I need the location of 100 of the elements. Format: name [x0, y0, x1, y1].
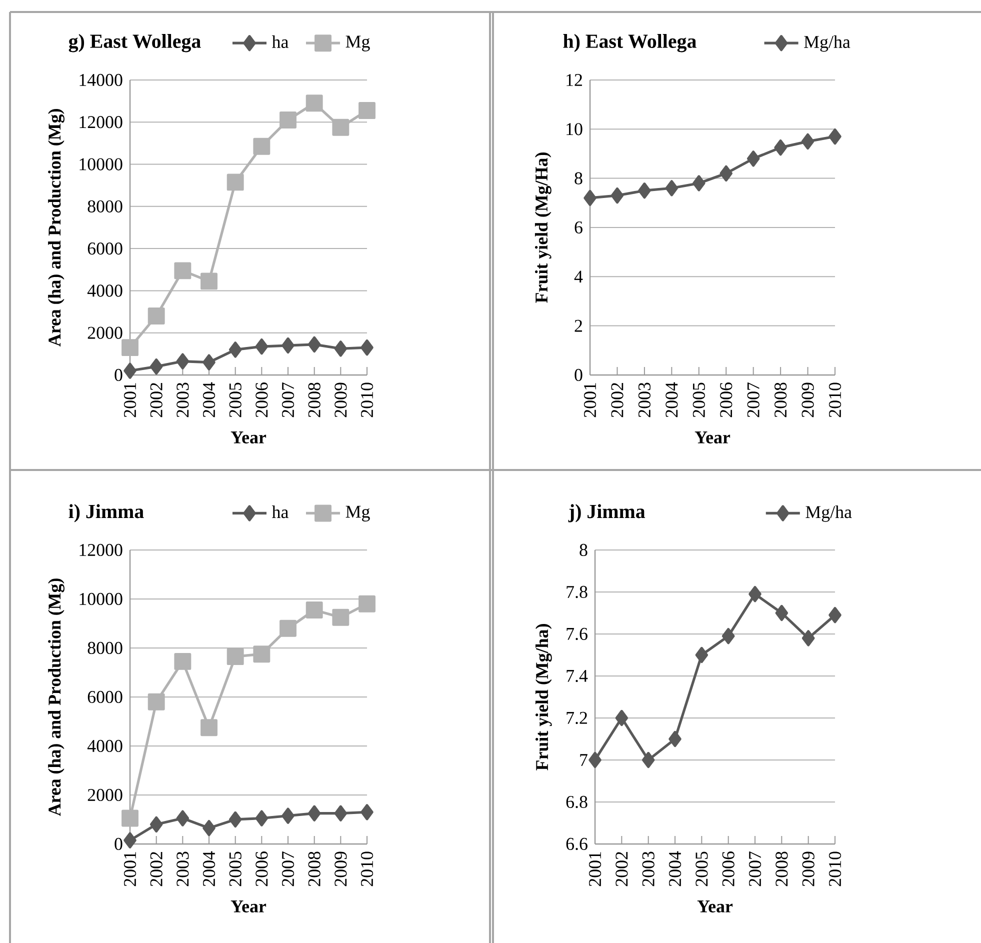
point — [282, 337, 294, 354]
legend-label: Mg — [346, 36, 370, 52]
chart-title: g) East Wollega — [68, 34, 201, 52]
point — [692, 175, 706, 192]
point — [695, 646, 708, 664]
y-tick-label: 0 — [574, 368, 582, 382]
y-tick-label: 4 — [574, 270, 583, 283]
x-tick-label: 2007 — [282, 852, 294, 886]
x-tick-label: 2003 — [642, 852, 654, 886]
point — [801, 133, 814, 150]
y-axis-title: Area (ha) and Production (Mg) — [48, 578, 64, 816]
y-tick-label: 4000 — [87, 284, 122, 297]
point — [358, 102, 376, 120]
y-tick-label: 6.6 — [566, 838, 588, 850]
point — [280, 620, 296, 637]
point — [306, 94, 323, 112]
y-tick-label: 12000 — [80, 544, 122, 556]
point — [122, 339, 138, 356]
point — [775, 604, 788, 622]
point — [720, 165, 732, 182]
point — [642, 752, 655, 768]
point — [334, 340, 348, 357]
x-tick-label: 2003 — [638, 382, 651, 418]
y-tick-label: 4000 — [87, 740, 122, 752]
point — [668, 730, 682, 748]
point — [828, 607, 842, 624]
y-tick-label: 6 — [574, 221, 582, 234]
y-tick-label: 10000 — [80, 592, 122, 606]
point — [202, 820, 216, 836]
y-tick-label: 8 — [580, 544, 588, 556]
x-tick-label: 2009 — [334, 382, 347, 418]
y-tick-label: 8 — [574, 172, 582, 184]
point — [828, 128, 842, 145]
x-tick-label: 2009 — [802, 852, 814, 886]
x-axis-title: Year — [230, 900, 266, 912]
x-tick-label: 2001 — [588, 852, 602, 886]
x-tick-label: 2010 — [360, 382, 374, 418]
x-tick-label: 2009 — [334, 852, 347, 886]
y-tick-label: 2000 — [88, 788, 122, 802]
point — [358, 595, 376, 612]
x-tick-label: 2010 — [360, 852, 374, 886]
x-tick-label: 2001 — [584, 383, 596, 418]
point — [124, 832, 136, 848]
y-axis-title: Fruit yield (Mg/ha) — [535, 624, 552, 770]
y-tick-label: 6.8 — [566, 796, 588, 808]
point — [150, 358, 163, 375]
point — [665, 180, 678, 196]
x-axis-title: Year — [694, 432, 730, 444]
x-tick-label: 2008 — [774, 382, 787, 418]
point — [306, 602, 323, 618]
y-tick-label: 10 — [566, 123, 582, 136]
point — [282, 808, 294, 824]
x-tick-label: 2006 — [256, 382, 268, 418]
point — [150, 816, 163, 832]
legend-label: Mg — [346, 506, 370, 522]
x-tick-label: 2006 — [256, 852, 268, 886]
point — [334, 805, 348, 822]
x-tick-label: 2010 — [828, 382, 842, 418]
y-axis-title: Area (ha) and Production (Mg) — [48, 109, 64, 347]
point — [255, 810, 268, 826]
x-tick-label: 2007 — [748, 852, 762, 886]
x-tick-label: 2010 — [828, 852, 842, 886]
x-tick-label: 2002 — [150, 852, 162, 886]
point — [228, 342, 242, 358]
point — [174, 262, 192, 280]
point — [308, 805, 321, 822]
x-tick-label: 2005 — [229, 852, 242, 886]
y-tick-label: 0 — [114, 368, 122, 382]
y-tick-label: 8000 — [88, 642, 122, 654]
chart-title: i) Jimma — [68, 504, 144, 522]
point — [176, 353, 190, 370]
x-tick-label: 2003 — [176, 382, 189, 418]
x-tick-label: 2008 — [308, 852, 320, 886]
y-tick-label: 8000 — [88, 200, 122, 212]
x-tick-label: 2007 — [282, 382, 294, 418]
y-tick-label: 12 — [566, 74, 582, 86]
x-tick-label: 2008 — [308, 382, 320, 418]
x-tick-label: 2002 — [611, 383, 624, 418]
x-tick-label: 2001 — [124, 383, 136, 418]
point — [122, 810, 138, 827]
legend-label: Mg/ha — [804, 35, 850, 52]
chart-title: h) East Wollega — [563, 34, 696, 52]
y-tick-label: 2000 — [88, 326, 122, 339]
point — [332, 118, 350, 136]
point — [176, 810, 190, 826]
point — [584, 190, 596, 206]
legend-label: ha — [272, 506, 288, 518]
point — [610, 187, 624, 204]
x-tick-label: 2004 — [668, 851, 682, 886]
point — [202, 354, 216, 370]
x-tick-label: 2006 — [720, 382, 732, 418]
point — [774, 140, 787, 156]
y-axis-title: Fruit yield (Mg/Ha) — [534, 152, 552, 303]
y-tick-label: 6000 — [88, 690, 122, 704]
point — [226, 174, 244, 191]
point — [280, 112, 296, 128]
x-tick-label: 2005 — [696, 852, 708, 886]
x-tick-label: 2004 — [202, 382, 216, 418]
point — [226, 648, 244, 666]
point — [588, 752, 602, 768]
